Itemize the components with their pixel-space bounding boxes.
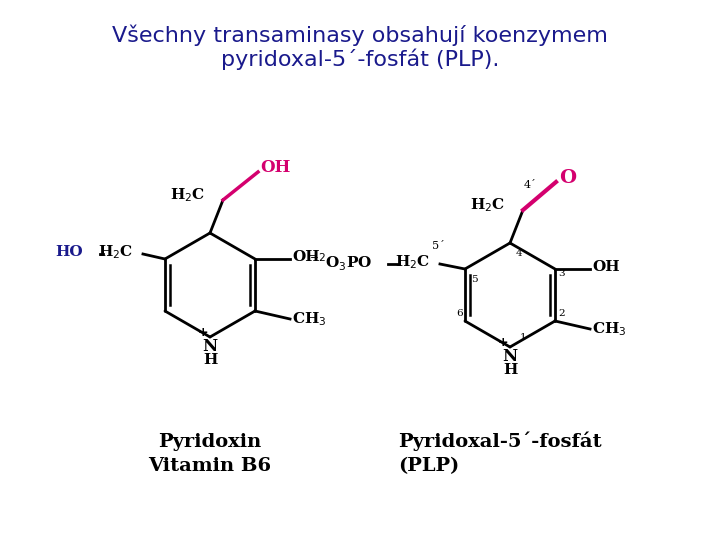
Text: H$_2$C: H$_2$C	[98, 243, 133, 261]
Text: H$_2$C: H$_2$C	[470, 196, 505, 214]
Text: +: +	[198, 326, 208, 339]
Text: OH: OH	[292, 250, 320, 264]
Text: +: +	[498, 335, 508, 348]
Text: N: N	[202, 338, 217, 355]
Text: $^{-2}$O$_3$PO: $^{-2}$O$_3$PO	[309, 251, 372, 273]
Text: 1: 1	[520, 333, 526, 341]
Text: H$_2$C: H$_2$C	[170, 186, 205, 204]
Text: OH: OH	[592, 260, 620, 274]
Text: HO: HO	[55, 245, 83, 259]
Text: Všechny transaminasy obsahují koenzymem: Všechny transaminasy obsahují koenzymem	[112, 25, 608, 46]
Text: H$_2$C: H$_2$C	[395, 253, 430, 271]
Text: N: N	[503, 348, 518, 365]
Text: CH$_3$: CH$_3$	[592, 320, 626, 338]
Text: Pyridoxin
Vitamin B6: Pyridoxin Vitamin B6	[148, 434, 271, 475]
Text: Pyridoxal-5´-fosfát
(PLP): Pyridoxal-5´-fosfát (PLP)	[398, 432, 602, 475]
Text: 4: 4	[516, 249, 523, 258]
Text: 5: 5	[471, 275, 477, 284]
Text: CH$_3$: CH$_3$	[292, 310, 327, 328]
Text: pyridoxal-5´-fosfát (PLP).: pyridoxal-5´-fosfát (PLP).	[221, 48, 499, 70]
Text: 4´: 4´	[523, 180, 536, 190]
Text: 3: 3	[558, 268, 564, 278]
Text: H: H	[503, 363, 517, 377]
Text: 6: 6	[456, 308, 463, 318]
Text: O: O	[559, 169, 576, 187]
Text: 5´: 5´	[431, 241, 444, 251]
Text: 2: 2	[558, 308, 564, 318]
Text: OH: OH	[260, 159, 290, 177]
Text: H: H	[203, 353, 217, 367]
